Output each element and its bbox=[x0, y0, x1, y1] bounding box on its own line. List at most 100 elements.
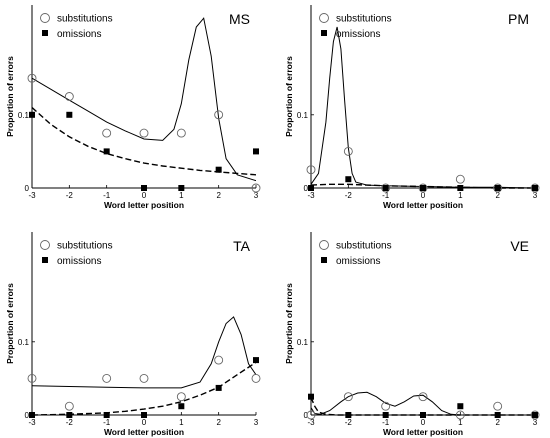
substitution-point bbox=[493, 401, 503, 411]
legend-marker-omissions bbox=[321, 30, 327, 36]
substitution-point bbox=[418, 183, 428, 193]
omission-point bbox=[457, 403, 464, 410]
x-tick-label: -2 bbox=[66, 418, 74, 427]
omission-point bbox=[103, 148, 110, 155]
x-tick-label: 0 bbox=[421, 418, 426, 427]
x-tick-label: 2 bbox=[216, 418, 221, 427]
y-tick-label: 0 bbox=[25, 411, 30, 420]
substitution-point bbox=[493, 183, 503, 193]
x-tick-label: 3 bbox=[533, 191, 538, 200]
omission-point bbox=[345, 176, 352, 183]
x-tick-label: -3 bbox=[307, 418, 315, 427]
panel-title: VE bbox=[510, 238, 529, 254]
legend-label-omissions: omissions bbox=[57, 29, 101, 40]
substitution-point bbox=[530, 410, 540, 420]
x-tick-label: 1 bbox=[458, 191, 463, 200]
legend-marker-substitutions bbox=[319, 240, 329, 250]
x-tick-label: -1 bbox=[382, 418, 390, 427]
panel-title: TA bbox=[233, 238, 251, 254]
substitution-point bbox=[214, 355, 224, 365]
substitutions-fit-line bbox=[32, 316, 256, 389]
panel-title: PM bbox=[508, 11, 529, 27]
legend-marker-omissions bbox=[42, 257, 48, 263]
x-axis-label: Word letter position bbox=[383, 427, 463, 437]
x-tick-label: 0 bbox=[142, 191, 147, 200]
x-tick-label: -1 bbox=[382, 191, 390, 200]
panel-ve: -3 -2 -1 0 1 2 3 0 0.1 Word letter position Propor… bbox=[284, 232, 540, 437]
x-tick-label: 3 bbox=[254, 191, 259, 200]
omission-point bbox=[308, 185, 314, 191]
omission-point bbox=[382, 412, 389, 418]
x-tick-label: 1 bbox=[458, 418, 463, 427]
y-tick-label: 0.1 bbox=[297, 338, 309, 347]
substitutions-fit-line bbox=[311, 391, 535, 416]
omission-point bbox=[532, 185, 538, 191]
omission-point bbox=[66, 412, 73, 418]
y-tick-label: 0 bbox=[304, 184, 309, 193]
y-axis-label: Proportion of errors bbox=[5, 56, 15, 137]
x-tick-label: 3 bbox=[254, 418, 259, 427]
substitution-point bbox=[27, 73, 37, 83]
x-tick-label: 0 bbox=[421, 191, 426, 200]
x-tick-label: -1 bbox=[103, 418, 111, 427]
x-tick-label: 2 bbox=[495, 191, 500, 200]
substitution-point bbox=[251, 183, 261, 193]
x-axis-label: Word letter position bbox=[383, 200, 463, 210]
substitution-point bbox=[176, 128, 186, 138]
y-tick-label: 0.1 bbox=[18, 338, 30, 347]
legend-label-omissions: omissions bbox=[336, 256, 380, 267]
x-tick-label: -2 bbox=[345, 418, 353, 427]
x-tick-label: -3 bbox=[28, 418, 36, 427]
substitution-point bbox=[64, 401, 74, 411]
y-axis-label: Proportion of errors bbox=[284, 56, 294, 137]
y-axis-label: Proportion of errors bbox=[284, 283, 294, 364]
substitutions-fit-line bbox=[311, 26, 535, 189]
x-tick-label: -3 bbox=[307, 191, 315, 200]
omission-point bbox=[420, 412, 426, 418]
legend-marker-omissions bbox=[321, 257, 327, 263]
x-tick-label: 0 bbox=[142, 418, 147, 427]
substitutions-fit-line bbox=[32, 17, 256, 182]
legend-marker-substitutions bbox=[40, 240, 50, 250]
omission-point bbox=[141, 185, 147, 191]
legend-label-substitutions: substitutions bbox=[57, 14, 113, 25]
omission-point bbox=[215, 384, 222, 391]
omission-point bbox=[494, 185, 501, 191]
panel-ta: -3 -2 -1 0 1 2 3 0 0.1 Word letter position Propor… bbox=[5, 232, 261, 437]
substitution-point bbox=[251, 373, 261, 383]
y-tick-label: 0 bbox=[25, 184, 30, 193]
omission-point bbox=[457, 185, 464, 191]
legend-marker-omissions bbox=[42, 30, 48, 36]
y-tick-label: 0.1 bbox=[297, 111, 309, 120]
omission-point bbox=[532, 412, 538, 418]
legend-marker-substitutions bbox=[40, 13, 50, 23]
substitution-point bbox=[343, 146, 353, 156]
y-axis-label: Proportion of errors bbox=[5, 283, 15, 364]
omission-point bbox=[29, 412, 35, 418]
substitution-point bbox=[381, 401, 391, 411]
substitution-point bbox=[176, 392, 186, 402]
substitution-point bbox=[381, 183, 391, 193]
omission-point bbox=[66, 111, 73, 118]
omission-point bbox=[308, 393, 314, 400]
substitution-point bbox=[139, 128, 149, 138]
substitution-point bbox=[455, 410, 465, 420]
substitution-point bbox=[455, 174, 465, 184]
substitution-point bbox=[102, 373, 112, 383]
x-tick-label: 3 bbox=[533, 418, 538, 427]
substitution-point bbox=[306, 410, 316, 420]
legend-label-substitutions: substitutions bbox=[336, 241, 392, 252]
omissions-fit-line bbox=[32, 361, 256, 416]
legend-label-substitutions: substitutions bbox=[336, 14, 392, 25]
panel-ms: -3 -2 -1 0 1 2 3 0 0.1 Word letter position Propor… bbox=[5, 5, 261, 210]
omission-point bbox=[178, 403, 185, 410]
x-tick-label: -2 bbox=[66, 191, 74, 200]
substitution-point bbox=[139, 373, 149, 383]
omission-point bbox=[141, 412, 147, 418]
substitution-point bbox=[306, 165, 316, 175]
omission-point bbox=[345, 412, 352, 418]
omission-point bbox=[382, 185, 389, 191]
legend-label-omissions: omissions bbox=[57, 256, 101, 267]
x-tick-label: 2 bbox=[495, 418, 500, 427]
omission-point bbox=[253, 148, 259, 155]
